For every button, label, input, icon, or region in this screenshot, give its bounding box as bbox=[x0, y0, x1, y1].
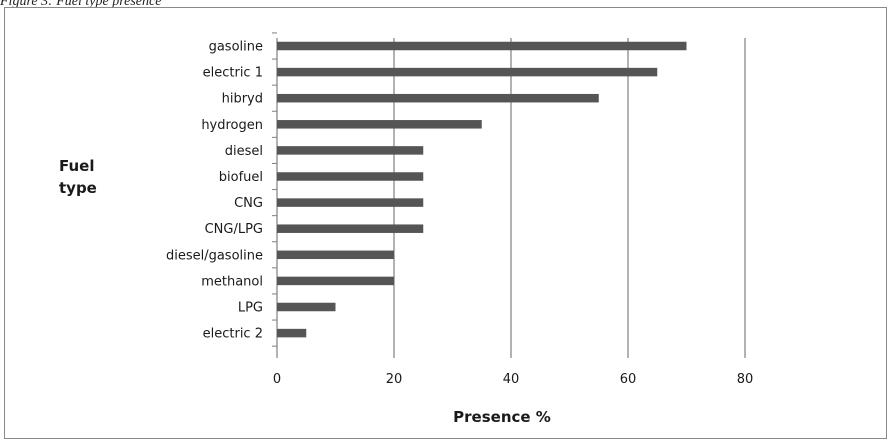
bar-chart: gasoline electric 1 hibryd hydrogen diesel bi… bbox=[59, 32, 753, 426]
x-tick-label: 40 bbox=[503, 372, 520, 387]
x-tick-label: 0 bbox=[273, 372, 281, 387]
x-axis-title: Presence % bbox=[453, 408, 551, 426]
y-axis-title-line-1: Fuel bbox=[59, 157, 95, 175]
bar-hydrogen bbox=[277, 120, 482, 129]
category-label: LPG bbox=[238, 301, 263, 316]
chart-frame: gasoline electric 1 hibryd hydrogen diesel bi… bbox=[4, 7, 887, 439]
bar-electric-2 bbox=[277, 328, 307, 338]
bars bbox=[277, 41, 687, 338]
category-label: CNG/LPG bbox=[205, 222, 263, 237]
category-label: diesel bbox=[225, 144, 263, 159]
bar-hibryd bbox=[277, 93, 599, 103]
x-tick-labels: 0 20 40 60 80 bbox=[273, 372, 753, 387]
category-label: gasoline bbox=[209, 40, 263, 55]
category-label: hydrogen bbox=[201, 118, 263, 133]
bar-cng-lpg bbox=[277, 224, 424, 233]
bar-electric-1 bbox=[277, 67, 658, 77]
x-tick-label: 80 bbox=[737, 372, 754, 387]
bar-methanol bbox=[277, 276, 394, 286]
category-label: hibryd bbox=[222, 92, 263, 107]
gridlines bbox=[272, 32, 746, 358]
category-labels: gasoline electric 1 hibryd hydrogen diesel bi… bbox=[166, 40, 263, 342]
category-label: electric 2 bbox=[203, 327, 263, 342]
bar-diesel bbox=[277, 146, 424, 155]
category-label: biofuel bbox=[219, 170, 263, 185]
figure-caption: Figure 3: Fuel type presence bbox=[0, 0, 162, 9]
category-label: diesel/gasoline bbox=[166, 248, 263, 263]
bar-gasoline bbox=[277, 41, 687, 51]
x-tick-label: 60 bbox=[620, 372, 637, 387]
category-label: methanol bbox=[201, 274, 263, 289]
category-label: CNG bbox=[234, 196, 263, 211]
x-tick-label: 20 bbox=[386, 372, 403, 387]
y-axis-title-line-2: type bbox=[59, 179, 97, 197]
bar-lpg bbox=[277, 302, 336, 312]
bar-biofuel bbox=[277, 172, 424, 181]
category-label: electric 1 bbox=[203, 66, 263, 81]
bar-diesel-gasoline bbox=[277, 250, 394, 260]
bar-cng bbox=[277, 198, 424, 207]
